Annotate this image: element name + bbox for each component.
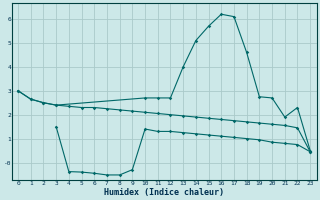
X-axis label: Humidex (Indice chaleur): Humidex (Indice chaleur) — [104, 188, 224, 197]
